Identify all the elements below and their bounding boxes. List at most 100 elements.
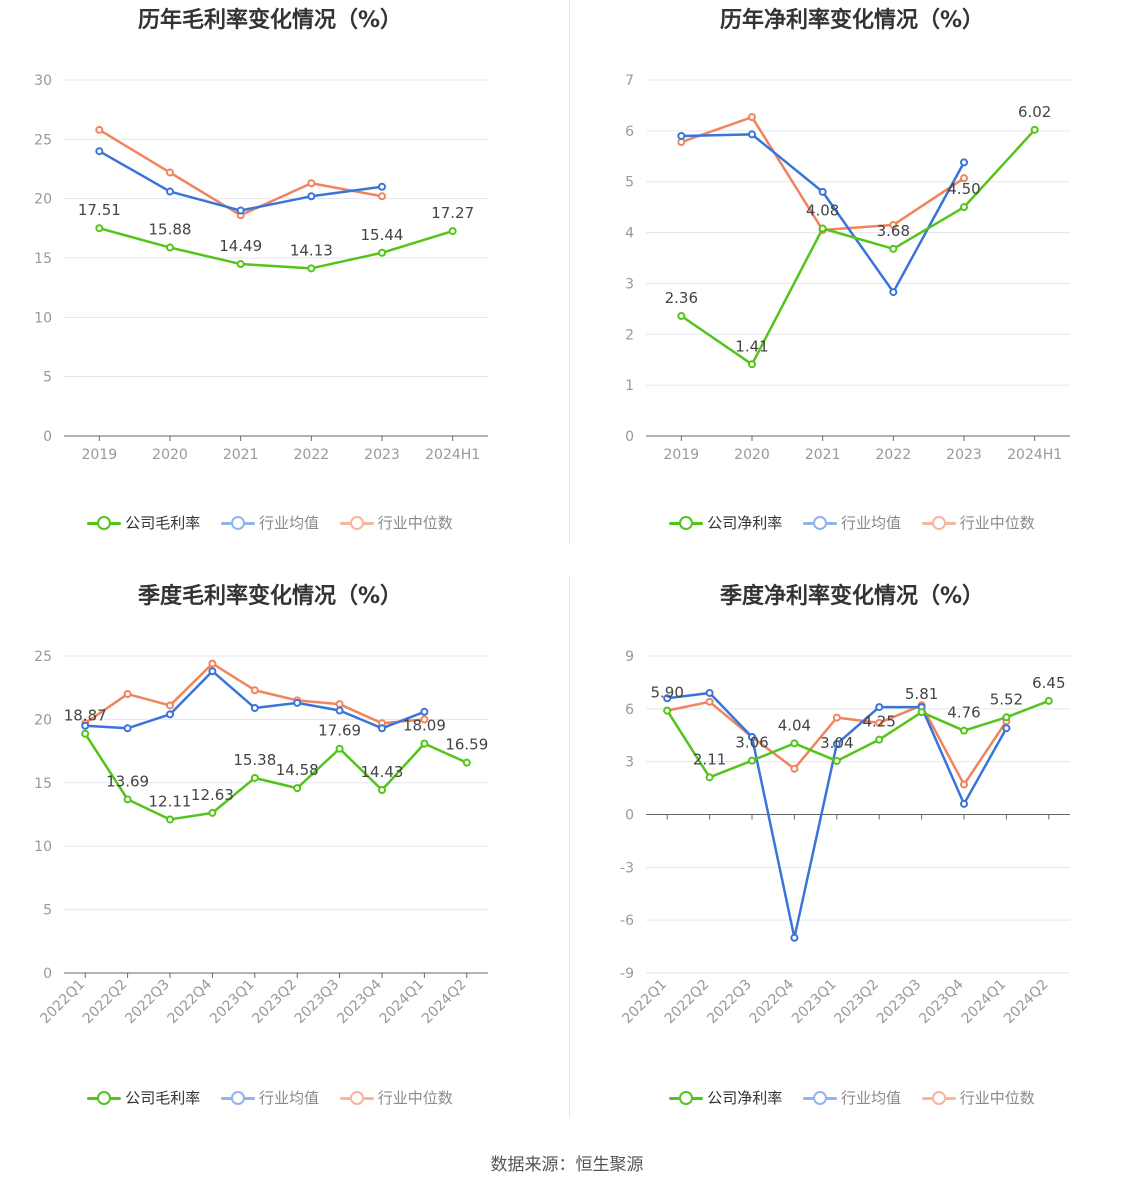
data-point-avg [1002,724,1011,733]
data-label: 14.49 [219,237,262,255]
legend-label: 行业均值 [258,1089,319,1107]
y-tick-label: 5 [625,175,634,191]
legend-item-company[interactable]: 公司毛利率 [87,512,200,533]
data-point-company [236,260,245,269]
y-tick-label: -3 [620,860,634,876]
chart-legend: 公司毛利率 行业均值 行业中位数 [0,512,540,533]
y-tick-label: 0 [43,966,52,982]
x-tick-label: 2024Q1 [959,977,1010,1028]
data-label: 17.27 [431,204,474,222]
legend-swatch-blue [802,515,837,530]
x-tick-label: 2019 [82,447,118,463]
data-point-company [889,244,898,253]
data-point-median [677,138,686,147]
y-tick-label: 10 [34,839,52,855]
data-label: 4.25 [862,713,895,731]
data-point-avg [378,182,386,191]
x-tick-label: 2023 [946,447,982,463]
legend-label: 行业均值 [840,1089,901,1107]
legend-item-avg[interactable]: 行业均值 [802,1087,901,1108]
y-tick-label: 25 [34,649,52,665]
y-tick-label: 10 [34,310,52,326]
legend-item-company[interactable]: 公司净利率 [669,1087,782,1108]
data-point-company [960,203,968,212]
y-tick-label: 2 [625,327,634,343]
data-label: 4.76 [947,704,980,722]
data-point-avg [420,707,429,716]
chart-canvas: -9 -6 -3 0 3 6 9 2022Q12022Q22022Q32022Q42023Q1… [619,649,1070,1028]
chart-canvas: 0 5 10 15 20 25 2022Q12022Q22022Q32022Q42023Q1… [34,649,488,1028]
data-point-median [960,174,968,183]
x-tick-label: 2020 [152,447,188,463]
data-point-company [448,227,457,236]
data-point-company [123,795,132,804]
data-point-company [307,264,316,273]
data-point-company [748,360,756,369]
data-label: 4.50 [947,180,980,198]
data-label: 1.41 [735,337,768,355]
data-point-avg [818,187,827,196]
x-tick-label: 2022Q2 [80,977,131,1028]
data-label: 14.13 [290,241,333,259]
chart-legend: 公司净利率 行业均值 行业中位数 [582,512,1122,533]
y-tick-label: 1 [625,378,634,394]
data-point-company [462,758,471,767]
legend-item-median[interactable]: 行业中位数 [921,1087,1035,1108]
x-tick-label: 2023Q3 [874,977,925,1028]
data-point-company [378,248,386,257]
x-tick-label: 2023Q1 [207,977,258,1028]
data-point-avg [705,688,714,697]
data-point-avg [166,710,174,719]
chart-title: 历年净利率变化情况（%） [719,8,985,33]
legend-swatch-blue [802,1090,837,1105]
legend-item-company[interactable]: 公司净利率 [669,512,782,533]
data-label: 13.69 [106,772,149,790]
x-tick-label: 2024H1 [425,447,480,463]
data-point-company [335,744,344,753]
legend-item-median[interactable]: 行业中位数 [921,512,1035,533]
y-tick-label: 20 [34,712,52,728]
data-point-avg [335,706,344,715]
data-point-avg [677,131,686,140]
legend-item-avg[interactable]: 行业均值 [220,1087,319,1108]
data-point-company [705,773,714,782]
data-point-company [1030,125,1039,134]
y-tick-label: 30 [34,73,52,89]
legend-swatch-green [87,1090,122,1105]
data-label: 15.38 [233,751,276,769]
data-point-company [166,815,174,824]
data-point-company [1002,713,1011,722]
data-point-avg [250,703,259,712]
series-line-median [98,128,383,217]
data-label: 4.04 [778,716,811,734]
data-point-company [378,786,386,795]
data-point-company [917,708,926,717]
data-point-avg [81,721,90,730]
legend-item-avg[interactable]: 行业均值 [802,512,901,533]
series-line-company [666,699,1050,779]
y-tick-label: 9 [625,649,634,665]
data-point-avg [208,667,217,676]
x-tick-label: 2022 [294,447,330,463]
series-line-company [680,128,1036,366]
data-point-avg [378,724,386,733]
legend-item-median[interactable]: 行业中位数 [339,512,453,533]
data-point-avg [663,694,672,703]
y-tick-label: 0 [625,429,634,445]
data-point-median [420,715,429,724]
data-point-median [748,113,756,122]
legend-swatch-blue [220,1090,255,1105]
y-tick-label: 3 [625,276,634,292]
y-tick-label: 15 [34,251,52,267]
x-tick-label: 2023Q3 [292,977,343,1028]
legend-item-company[interactable]: 公司毛利率 [87,1087,200,1108]
y-tick-label: 6 [625,124,634,140]
legend-item-avg[interactable]: 行业均值 [220,512,319,533]
x-tick-label: 2023Q2 [831,977,882,1028]
y-tick-label: 6 [625,702,634,718]
chart-title: 季度净利率变化情况（%） [719,584,985,609]
y-tick-label: 7 [625,73,634,89]
data-point-company [95,224,104,233]
data-point-company [663,706,672,715]
legend-item-median[interactable]: 行业中位数 [339,1087,453,1108]
